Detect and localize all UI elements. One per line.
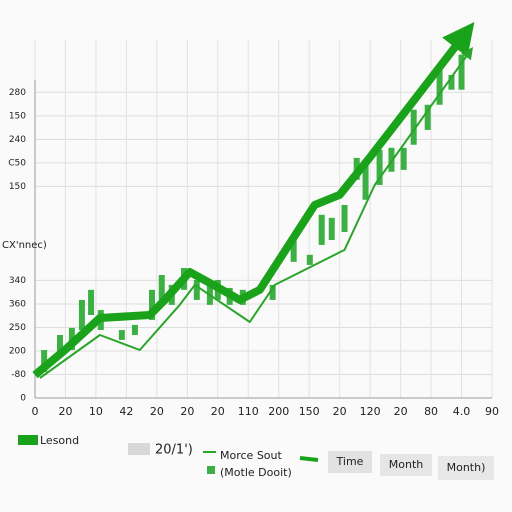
month-button[interactable]: Month) — [438, 456, 494, 480]
legend-label: (Motle Dooit) — [220, 466, 292, 479]
button-bg — [328, 451, 372, 473]
legend-label: Lesond — [40, 434, 79, 447]
candle-body — [341, 204, 348, 232]
x-tick-label: 20 — [58, 405, 72, 418]
button-label: Time — [336, 455, 364, 468]
x-tick-label: 90 — [485, 405, 499, 418]
x-tick-label: 20 — [333, 405, 347, 418]
line-series — [39, 47, 473, 379]
candle-body — [328, 217, 335, 240]
candle-body — [269, 284, 276, 300]
y-tick-label: 240 — [9, 135, 26, 145]
x-tick-label: 0 — [32, 405, 39, 418]
candle-body — [318, 214, 325, 245]
legend-swatch — [128, 443, 150, 455]
x-tick-label: 120 — [360, 405, 381, 418]
line-series — [32, 22, 475, 379]
x-tick-label: 20 — [394, 405, 408, 418]
y-tick-label: 360 — [9, 299, 26, 309]
legend-swatch — [18, 435, 38, 445]
y-tick-label: -80 — [11, 370, 26, 380]
x-tick-label: 4.0 — [453, 405, 471, 418]
legend-swatch — [299, 456, 319, 462]
y-tick-label: 340 — [9, 276, 26, 286]
candle-body — [158, 275, 165, 300]
extra-label: 20/1') — [155, 443, 193, 458]
candle-body — [118, 330, 125, 340]
y-tick-label: 200 — [9, 346, 26, 356]
x-tick-label: 20 — [211, 405, 225, 418]
x-tick-label: 20 — [150, 405, 164, 418]
candle-body — [41, 350, 48, 372]
candle-body — [131, 324, 138, 335]
candle-body — [376, 149, 383, 185]
y-tick-label: 250 — [9, 323, 26, 333]
candle-body — [290, 234, 297, 262]
x-tick-label: 10 — [89, 405, 103, 418]
y-tick-label: 0 — [20, 394, 26, 404]
x-tick-label: 80 — [424, 405, 438, 418]
candle-body — [362, 159, 369, 200]
x-tick-label: 150 — [299, 405, 320, 418]
legend-label: Morce Sout — [220, 449, 282, 462]
candle-body — [56, 334, 63, 355]
y-axis-label: CX'nnec) — [2, 240, 47, 251]
candle-body — [306, 254, 313, 265]
x-tick-label: 200 — [268, 405, 289, 418]
y-tick-label: C50 — [8, 158, 26, 168]
candle-body — [78, 299, 85, 331]
x-tick-label: 20 — [180, 405, 194, 418]
candle-body — [88, 289, 95, 315]
plot-area: 0 -80 200 250 360 340 150 C50 240 150 280 0 20 10 42 20… — [8, 22, 499, 418]
button-label: Month) — [447, 461, 486, 474]
candle-body — [458, 54, 465, 90]
candle-body — [448, 74, 455, 90]
y-tick-label: 280 — [9, 88, 26, 98]
candle-body — [400, 147, 407, 170]
candle-body — [193, 279, 200, 300]
time-button[interactable]: Time — [328, 451, 372, 473]
candle-body — [436, 69, 443, 105]
legend-swatch — [207, 466, 215, 474]
y-tick-label: 150 — [9, 182, 26, 192]
candle-body — [410, 109, 417, 145]
candle-body — [148, 289, 155, 320]
candle-body — [424, 104, 431, 130]
button-bg — [380, 454, 432, 476]
x-tick-label: 42 — [119, 405, 133, 418]
month-button[interactable]: Month — [380, 454, 432, 476]
button-bg — [438, 456, 494, 480]
y-tick-label: 150 — [9, 111, 26, 121]
x-tick-label: 110 — [238, 405, 259, 418]
button-label: Month — [389, 458, 424, 471]
